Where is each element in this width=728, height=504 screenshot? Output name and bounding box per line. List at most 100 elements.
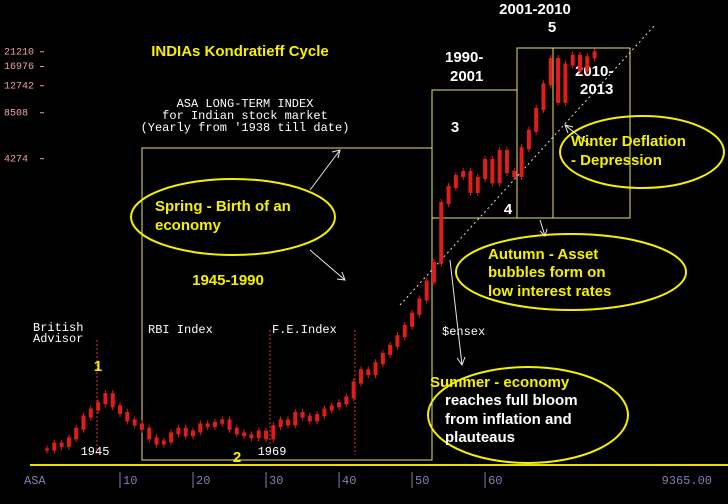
annotation: 1 (94, 358, 102, 375)
annotation: 5 (548, 19, 556, 36)
candle (548, 58, 553, 86)
candle (278, 419, 283, 428)
x-tick-label: 40 (342, 474, 356, 488)
autumn-ellipse (455, 233, 687, 311)
candle (592, 51, 597, 59)
candle (103, 393, 108, 405)
arrow (309, 149, 341, 191)
candle (475, 177, 480, 193)
candle (264, 430, 269, 440)
candle (242, 432, 247, 437)
y-tick-label: 21210 (4, 47, 34, 58)
candle (293, 411, 298, 426)
summer-ellipse (427, 366, 629, 464)
candle (526, 129, 531, 150)
wave3-box (431, 89, 518, 219)
candle (183, 427, 188, 437)
chart-title: INDIAs Kondratieff Cycle (151, 43, 329, 60)
candle (490, 158, 495, 184)
candle (220, 419, 225, 424)
wave5-box (516, 47, 554, 219)
candle (329, 405, 334, 411)
arrow (449, 259, 466, 367)
candle (307, 415, 312, 422)
candle (337, 402, 342, 408)
candle (45, 448, 49, 451)
candle (512, 171, 517, 177)
annotation: F.E.Index (272, 323, 337, 337)
candle (81, 415, 86, 430)
candle (358, 369, 363, 384)
x-tick-label: 30 (269, 474, 283, 488)
annotation: 2013 (580, 81, 613, 98)
winter-ellipse (559, 115, 725, 189)
candle (132, 419, 137, 426)
annotation: - Depression (571, 152, 662, 169)
candle (52, 442, 57, 451)
candle (380, 352, 385, 365)
candle (534, 107, 539, 132)
candle (395, 335, 400, 347)
candle (205, 423, 210, 428)
y-tick-label: 16976 (4, 62, 34, 73)
candle (118, 405, 123, 414)
arrow (564, 124, 591, 146)
candle (59, 442, 64, 447)
candle (453, 174, 458, 188)
candle (285, 419, 290, 426)
annotation: Advisor (33, 332, 83, 346)
candle (198, 423, 203, 433)
subtitle: for Indian stock market (162, 109, 328, 123)
candle (366, 369, 371, 376)
annotation: 3 (451, 119, 459, 136)
candle (169, 432, 174, 443)
annotation: 2001-2010 (499, 1, 571, 18)
annotation: 2010- (575, 63, 613, 80)
annotation: low interest rates (488, 283, 611, 300)
candle (191, 430, 196, 437)
candle (227, 419, 232, 430)
annotation: 1969 (258, 445, 287, 459)
annotation: 2001 (450, 68, 483, 85)
candle (161, 440, 166, 445)
candle (234, 427, 239, 435)
candle (424, 280, 429, 301)
candle (402, 324, 407, 338)
candle (417, 298, 422, 315)
annotation: reaches full bloom (445, 392, 578, 409)
candle (504, 149, 509, 174)
candle (373, 362, 378, 376)
x-tick-label: 60 (488, 474, 502, 488)
candle (410, 312, 415, 327)
candle (388, 344, 393, 355)
annotation: Spring - Birth of an (155, 198, 291, 215)
x-tick-label: 10 (123, 474, 137, 488)
y-tick-label: 4274 (4, 154, 28, 165)
candle (125, 411, 130, 422)
annotation: RBI Index (148, 323, 213, 337)
candle (256, 430, 261, 439)
spring-ellipse (130, 178, 336, 256)
candle (271, 425, 276, 440)
candle (563, 63, 568, 103)
candle (139, 423, 144, 430)
candle (212, 421, 217, 428)
candle (446, 185, 451, 205)
candle (497, 149, 502, 184)
arrow (539, 219, 548, 237)
candle (147, 427, 152, 440)
corner-label: 9365.00 (662, 474, 712, 488)
annotation: bubbles form on (488, 264, 606, 281)
annotation: economy (155, 217, 222, 234)
candle (577, 54, 582, 72)
candle (96, 402, 101, 411)
annotation: plauteaus (445, 429, 515, 446)
candle (154, 437, 159, 445)
subtitle: ASA LONG-TERM INDEX (177, 97, 314, 111)
candle (66, 437, 71, 447)
candle (519, 147, 524, 177)
candle (570, 54, 575, 66)
candle (468, 171, 473, 193)
annotation: 4 (504, 201, 513, 218)
